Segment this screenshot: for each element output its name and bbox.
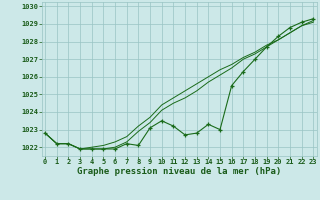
X-axis label: Graphe pression niveau de la mer (hPa): Graphe pression niveau de la mer (hPa)	[77, 167, 281, 176]
